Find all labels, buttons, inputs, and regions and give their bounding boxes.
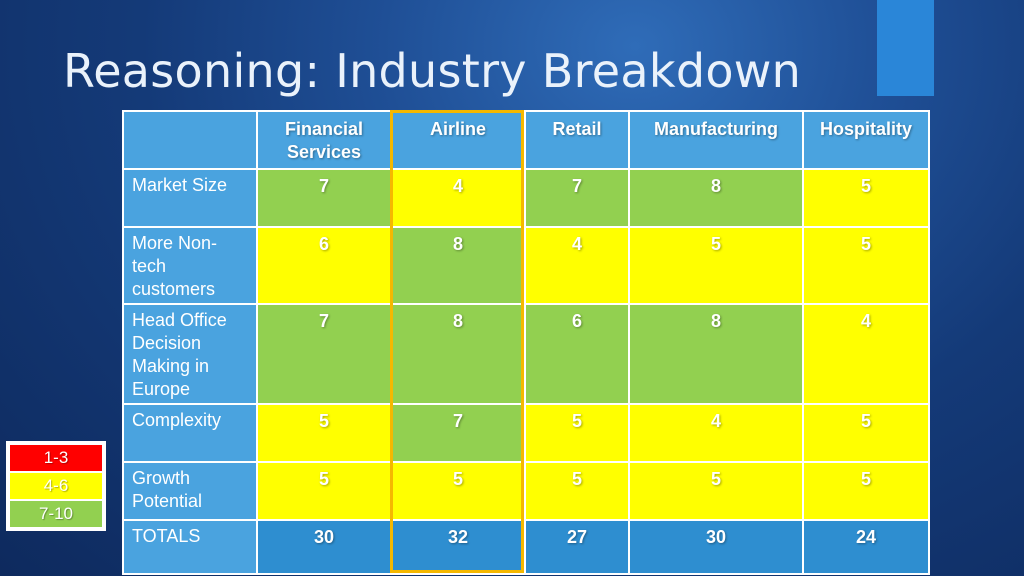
score-cell: 6 [524,303,630,405]
row-label: Market Size [122,168,258,228]
score-cell: 5 [524,403,630,463]
score-cell: 5 [802,226,930,305]
score-cell: 8 [628,168,804,228]
score-cell: 8 [390,226,526,305]
score-cell: 5 [256,461,392,521]
score-cell: 7 [256,168,392,228]
score-legend: 1-3 4-6 7-10 [6,441,106,531]
score-cell: 8 [390,303,526,405]
score-cell: 5 [628,461,804,521]
column-header-retail: Retail [524,110,630,170]
table-row: More Non-tech customers 6 8 4 5 5 [122,226,930,305]
score-cell: 7 [256,303,392,405]
score-cell: 6 [256,226,392,305]
slide-title: Reasoning: Industry Breakdown [63,44,802,98]
score-cell: 5 [390,461,526,521]
score-cell: 5 [802,168,930,228]
legend-item-low: 1-3 [10,445,102,471]
table-row: Market Size 7 4 7 8 5 [122,168,930,228]
header-corner [122,110,258,170]
row-label: Complexity [122,403,258,463]
score-cell: 7 [390,403,526,463]
totals-row: TOTALS 30 32 27 30 24 [122,519,930,575]
score-cell: 8 [628,303,804,405]
legend-item-mid: 4-6 [10,473,102,499]
column-header-hospitality: Hospitality [802,110,930,170]
row-label: Head Office Decision Making in Europe [122,303,258,405]
total-cell: 32 [390,519,526,575]
column-header-financial-services: Financial Services [256,110,392,170]
score-cell: 5 [802,403,930,463]
totals-label: TOTALS [122,519,258,575]
score-cell: 4 [802,303,930,405]
column-header-manufacturing: Manufacturing [628,110,804,170]
score-cell: 4 [628,403,804,463]
score-cell: 4 [524,226,630,305]
total-cell: 30 [256,519,392,575]
score-cell: 5 [256,403,392,463]
score-cell: 7 [524,168,630,228]
column-header-airline: Airline [390,110,526,170]
score-cell: 5 [628,226,804,305]
table-row: Head Office Decision Making in Europe 7 … [122,303,930,405]
total-cell: 27 [524,519,630,575]
header-row: Financial Services Airline Retail Manufa… [122,110,930,170]
legend-item-high: 7-10 [10,501,102,527]
row-label: Growth Potential [122,461,258,521]
score-cell: 5 [802,461,930,521]
industry-table: Financial Services Airline Retail Manufa… [122,110,930,575]
table-row: Complexity 5 7 5 4 5 [122,403,930,463]
accent-bar [877,0,934,96]
total-cell: 24 [802,519,930,575]
row-label: More Non-tech customers [122,226,258,305]
score-cell: 5 [524,461,630,521]
score-cell: 4 [390,168,526,228]
total-cell: 30 [628,519,804,575]
table-row: Growth Potential 5 5 5 5 5 [122,461,930,521]
